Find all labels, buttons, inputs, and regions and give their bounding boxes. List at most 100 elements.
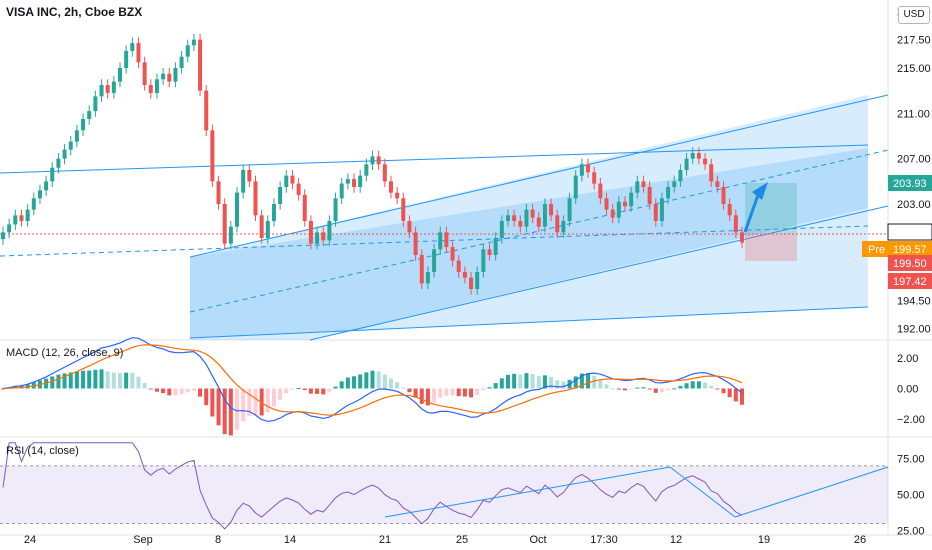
macd-histogram-bar	[161, 388, 166, 394]
candle-body	[407, 221, 412, 233]
candle-body	[573, 175, 578, 199]
candle-body	[438, 232, 443, 250]
candle-body	[549, 204, 554, 216]
rsi-trendline-up	[384, 466, 671, 518]
time-tick-label: 17:30	[590, 534, 618, 546]
macd-histogram-bar	[740, 388, 744, 405]
candle-body	[370, 156, 375, 165]
candle-body	[148, 85, 153, 93]
candle-body	[561, 221, 566, 233]
macd-histogram-bar	[124, 372, 129, 389]
candle-body	[512, 215, 517, 221]
macd-label[interactable]: MACD (12, 26, close, 9)	[6, 347, 124, 359]
time-tick-label: 19	[758, 534, 770, 546]
candle-body	[659, 198, 664, 221]
macd-histogram-bar	[198, 388, 203, 397]
macd-histogram-bar	[684, 383, 689, 389]
macd-histogram-bar	[542, 375, 547, 389]
candle-body	[204, 90, 209, 131]
macd-histogram-bar	[475, 388, 480, 396]
candle-body	[345, 179, 350, 184]
macd-histogram-bar	[388, 378, 393, 389]
macd-histogram-bar	[512, 373, 517, 389]
macd-histogram-bar	[204, 388, 209, 406]
macd-histogram-bar	[185, 388, 190, 393]
candle-body	[530, 209, 535, 218]
candle-body	[185, 45, 190, 57]
macd-histogram-bar	[659, 388, 664, 393]
candle-body	[622, 201, 627, 207]
macd-histogram-bar	[622, 388, 627, 391]
candle-body	[124, 51, 129, 68]
macd-histogram-bar	[142, 383, 147, 389]
forecast-arrow-head	[752, 182, 768, 200]
rising-median-line	[189, 149, 889, 313]
price-tag-label: 197.42	[893, 276, 927, 288]
candle-body	[19, 215, 24, 221]
macd-histogram-bar	[499, 378, 504, 389]
candle-body	[555, 215, 560, 233]
macd-histogram-bar	[370, 370, 375, 389]
macd-histogram-bar	[296, 387, 301, 389]
candle-body	[475, 272, 480, 289]
candle-body	[222, 204, 227, 244]
macd-histogram-bar	[222, 388, 227, 435]
macd-histogram-bar	[419, 388, 424, 404]
candle-body	[727, 204, 732, 216]
candlestick-series	[1, 34, 744, 295]
macd-histogram-bar	[721, 388, 726, 394]
macd-histogram-bar	[130, 372, 135, 389]
candle-body	[142, 62, 147, 85]
candle-body	[315, 232, 320, 244]
rsi-label[interactable]: RSI (14, close)	[6, 445, 79, 457]
time-axis[interactable]: 24 Sep 8 14 21 25 Oct 17:30 12 19 26	[24, 534, 866, 546]
candle-body	[592, 172, 597, 184]
rsi-tick-label: 25.00	[897, 526, 925, 538]
candle-body	[56, 158, 61, 168]
macd-histogram-bar	[592, 375, 597, 389]
candle-body	[481, 249, 486, 272]
candle-body	[1, 232, 5, 240]
candle-body	[432, 249, 437, 272]
candle-body	[505, 215, 510, 221]
candle-body	[241, 170, 246, 193]
rsi-tick-label: 75.00	[897, 454, 925, 466]
macd-histogram-bar	[210, 388, 215, 417]
macd-histogram-bar	[111, 372, 116, 389]
candle-body	[111, 81, 116, 93]
currency-badge[interactable]: USD	[898, 6, 930, 24]
macd-histogram-bar	[518, 374, 523, 389]
candle-body	[259, 215, 264, 238]
candle-body	[542, 204, 547, 227]
candle-body	[709, 164, 714, 182]
macd-histogram-bar	[401, 387, 406, 389]
channel-drawings	[0, 94, 889, 341]
candle-body	[247, 170, 252, 182]
price-tag-label: 199.50	[893, 258, 927, 270]
candle-body	[567, 198, 572, 221]
grid-lines	[0, 0, 932, 536]
price-axis[interactable]: 220.00217.50215.00211.00207.00203.00194.…	[862, 6, 932, 538]
candle-body	[684, 158, 689, 170]
candle-body	[87, 111, 92, 119]
time-tick-label: Oct	[529, 534, 546, 546]
macd-histogram-bar	[247, 388, 252, 416]
candle-body	[173, 68, 178, 82]
candle-body	[579, 164, 584, 176]
macd-histogram-bar	[241, 388, 246, 422]
pre-tag-label: Pre	[868, 244, 885, 256]
macd-tick-label: 2.00	[897, 353, 918, 365]
candle-body	[210, 130, 215, 182]
rsi-trendline-down	[669, 466, 736, 518]
macd-histogram-bar	[105, 371, 110, 389]
macd-histogram-bar	[432, 388, 437, 403]
macd-histogram-bar	[308, 388, 313, 394]
candle-body	[81, 119, 86, 131]
candle-body	[339, 183, 344, 199]
rsi-trendline-proj	[734, 466, 889, 518]
macd-histogram-bar	[228, 388, 233, 436]
macd-histogram-bar	[413, 388, 418, 398]
macd-histogram-bar	[573, 376, 578, 389]
candle-body	[265, 221, 270, 238]
